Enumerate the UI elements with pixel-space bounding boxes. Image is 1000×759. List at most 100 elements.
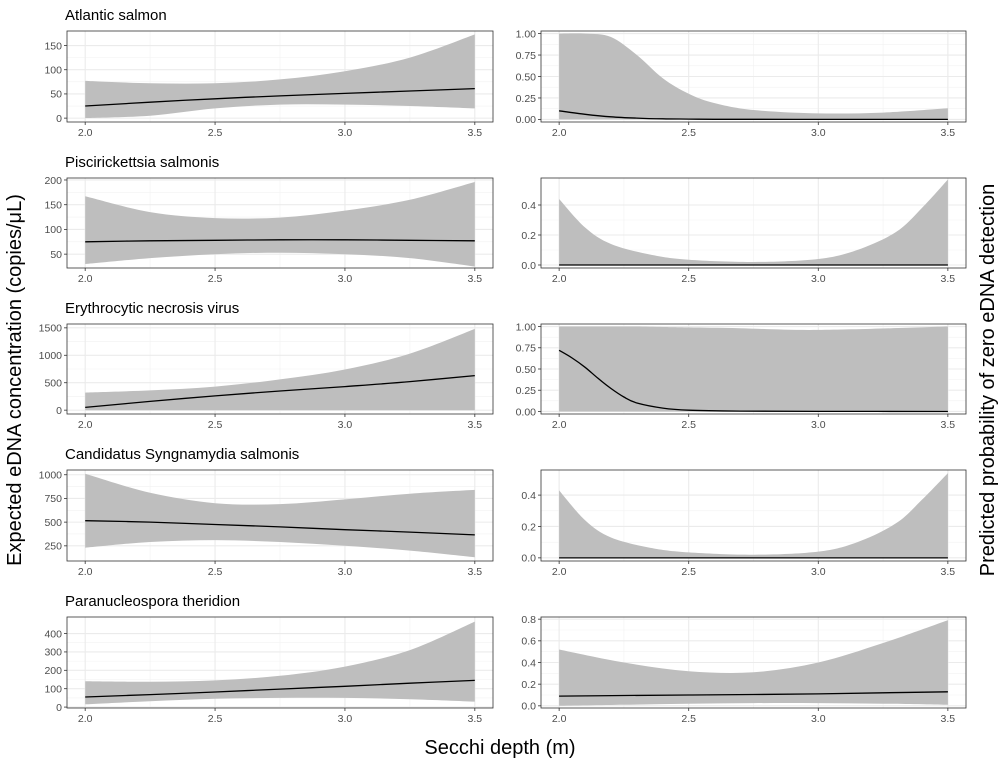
x-tick-label: 2.0	[78, 273, 93, 285]
y-tick-label: 150	[44, 40, 62, 52]
x-tick-label: 2.5	[681, 419, 696, 431]
y-tick-label: 0.8	[521, 614, 536, 626]
panel-r3-c1: 2.0 2.5 3.0 3.5 0.0 0.2 0.4	[521, 469, 967, 578]
y-tick-label: 0.50	[516, 364, 537, 376]
y-tick-label: 1000	[39, 350, 63, 362]
x-tick-label: 2.5	[208, 127, 223, 139]
x-tick-label: 2.5	[681, 127, 696, 139]
y-tick-label: 0.75	[516, 50, 537, 62]
x-tick-label: 2.5	[208, 273, 223, 285]
x-tick-label: 3.5	[468, 713, 483, 725]
x-tick-label: 2.5	[681, 566, 696, 578]
panel-r4-c1: 2.0 2.5 3.0 3.5 0.0 0.2 0.4 0.6 0.8	[521, 614, 967, 725]
fitted-line	[85, 374, 475, 409]
x-tick-label: 2.5	[208, 566, 223, 578]
y-tick-label: 500	[44, 378, 62, 390]
confidence-ribbon	[85, 473, 475, 558]
fitted-line	[85, 679, 475, 698]
panel-border	[66, 469, 494, 562]
panel-border	[66, 30, 494, 123]
confidence-ribbon	[85, 621, 475, 705]
y-tick-label: 1000	[39, 470, 63, 482]
y-tick-label: 1.00	[516, 321, 537, 333]
x-tick-label: 3.0	[338, 273, 353, 285]
y-tick-label: 0.2	[521, 230, 536, 242]
fitted-line	[558, 349, 948, 413]
y-axis-label-left: Expected eDNA concentration (copies/μL)	[4, 194, 26, 566]
y-tick-label: 100	[44, 224, 62, 236]
x-tick-label: 3.0	[811, 273, 826, 285]
y-tick-label: 150	[44, 200, 62, 212]
y-tick-label: 500	[44, 517, 62, 529]
y-tick-label: 0.2	[521, 521, 536, 533]
y-tick-label: 100	[44, 65, 62, 77]
y-tick-label: 0.75	[516, 343, 537, 355]
y-tick-label: 0.00	[516, 114, 537, 126]
confidence-ribbon	[559, 33, 948, 120]
x-tick-label: 3.5	[468, 419, 483, 431]
x-tick-label: 2.0	[78, 419, 93, 431]
y-tick-label: 0	[56, 405, 62, 417]
x-tick-label: 3.0	[338, 566, 353, 578]
x-tick-label: 3.0	[811, 713, 826, 725]
y-tick-label: 400	[44, 628, 62, 640]
x-tick-label: 2.0	[552, 713, 567, 725]
panel-border	[540, 177, 967, 269]
panel-r1-c0: Piscirickettsia salmonis 2.0 2.5 3.0 3.5 50 10…	[44, 154, 494, 285]
fitted-line	[85, 239, 475, 243]
panel-border	[66, 323, 494, 415]
x-axis-label: Secchi depth (m)	[424, 737, 575, 759]
x-tick-label: 3.5	[941, 273, 956, 285]
panel-r2-c0: Erythrocytic necrosis virus 2.0 2.5 3.0 3.5 0…	[39, 300, 494, 431]
x-tick-label: 2.0	[552, 566, 567, 578]
y-tick-label: 0.4	[521, 490, 536, 502]
x-tick-label: 3.5	[941, 419, 956, 431]
confidence-ribbon	[559, 179, 948, 265]
y-tick-label: 750	[44, 493, 62, 505]
y-tick-label: 0	[56, 113, 62, 125]
y-tick-label: 0.50	[516, 71, 537, 83]
confidence-ribbon	[559, 326, 948, 412]
panel-r2-c1: 2.0 2.5 3.0 3.5 0.00 0.25 0.50 0.75 1.00	[516, 321, 967, 431]
x-tick-label: 2.0	[78, 713, 93, 725]
x-tick-label: 2.0	[552, 419, 567, 431]
x-tick-label: 2.0	[78, 566, 93, 578]
y-tick-label: 0.6	[521, 636, 536, 648]
fitted-line	[559, 691, 948, 697]
fitted-line	[85, 87, 475, 107]
y-tick-label: 0.4	[521, 200, 536, 212]
x-tick-label: 3.0	[811, 566, 826, 578]
x-tick-label: 2.5	[208, 419, 223, 431]
panel-border	[540, 469, 967, 562]
panel-title: Candidatus Syngnamydia salmonis	[65, 446, 299, 463]
panel-r0-c0: Atlantic salmon 2.0 2.5 3.0 3.5 0 50 100 150	[44, 7, 494, 139]
panel-title: Piscirickettsia salmonis	[65, 154, 219, 171]
x-tick-label: 2.0	[78, 127, 93, 139]
panel-r4-c0: Paranucleospora theridion 2.0 2.5 3.0 3.5 0 10…	[44, 593, 494, 725]
x-tick-label: 3.0	[811, 419, 826, 431]
x-tick-label: 3.5	[468, 273, 483, 285]
y-tick-label: 0.0	[521, 553, 536, 565]
confidence-ribbon	[559, 620, 948, 706]
fitted-line	[559, 110, 948, 121]
confidence-ribbon	[559, 473, 948, 558]
y-tick-label: 0.0	[521, 701, 536, 713]
confidence-ribbon	[85, 34, 475, 119]
x-tick-label: 2.5	[681, 713, 696, 725]
y-tick-label: 1500	[39, 323, 63, 335]
x-tick-label: 3.0	[811, 127, 826, 139]
panel-border	[66, 177, 494, 269]
x-tick-label: 3.5	[941, 127, 956, 139]
x-tick-label: 2.5	[681, 273, 696, 285]
y-tick-label: 0.4	[521, 657, 536, 669]
y-tick-label: 0.25	[516, 93, 537, 105]
panel-title: Paranucleospora theridion	[65, 593, 240, 610]
x-tick-label: 2.0	[552, 273, 567, 285]
y-tick-label: 200	[44, 175, 62, 187]
fitted-line	[85, 520, 475, 536]
y-tick-label: 0.2	[521, 679, 536, 691]
y-tick-label: 0	[56, 702, 62, 714]
y-tick-label: 300	[44, 647, 62, 659]
